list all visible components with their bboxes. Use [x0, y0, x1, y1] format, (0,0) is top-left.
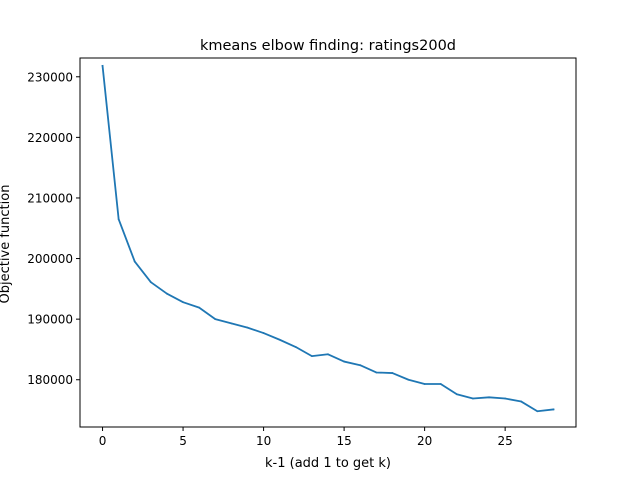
data-point	[343, 360, 346, 363]
y-axis-label: Objective function	[0, 185, 13, 304]
data-point	[214, 318, 217, 321]
x-tick-label: 5	[179, 434, 187, 448]
x-tick-label: 25	[498, 434, 513, 448]
data-point	[294, 346, 297, 348]
data-point	[246, 326, 249, 329]
data-point	[504, 397, 507, 400]
data-point	[262, 332, 265, 334]
data-point	[182, 301, 184, 304]
data-point	[391, 372, 394, 374]
data-point	[552, 408, 555, 411]
data-point	[423, 383, 426, 385]
data-point	[166, 292, 168, 295]
x-tick-label: 20	[417, 434, 432, 448]
data-point	[117, 218, 120, 221]
data-point	[198, 306, 201, 309]
data-point	[101, 64, 104, 67]
series-group	[101, 64, 555, 413]
chart-title: kmeans elbow finding: ratings200d	[200, 38, 456, 54]
data-point	[520, 400, 523, 403]
data-point	[310, 355, 313, 358]
data-point	[327, 353, 329, 356]
y-tick-label: 200000	[27, 252, 73, 266]
data-point	[472, 397, 474, 400]
data-point	[439, 383, 442, 385]
data-point	[455, 393, 458, 396]
data-point	[359, 364, 362, 367]
y-tick-label: 190000	[27, 313, 73, 327]
data-point	[536, 410, 539, 413]
x-tick-label: 0	[99, 434, 107, 448]
y-tick-label: 180000	[27, 373, 73, 387]
axis-ticks: 0 5 10 15 20 25 180000 190000 200000 210000 220000…	[27, 70, 513, 448]
data-point	[230, 322, 233, 325]
series-line-0	[101, 64, 555, 413]
x-tick-label: 10	[256, 434, 271, 448]
data-point	[278, 338, 281, 341]
x-axis-label: k-1 (add 1 to get k)	[265, 456, 391, 471]
plot-area-frame	[79, 57, 577, 428]
data-point	[149, 281, 152, 284]
y-tick-label: 220000	[27, 131, 73, 145]
data-point	[375, 371, 378, 374]
y-tick-label: 230000	[27, 70, 73, 84]
y-tick-label: 210000	[27, 191, 73, 205]
data-point	[133, 260, 136, 263]
data-point	[488, 396, 490, 399]
data-point	[407, 378, 410, 381]
x-tick-label: 15	[336, 434, 351, 448]
